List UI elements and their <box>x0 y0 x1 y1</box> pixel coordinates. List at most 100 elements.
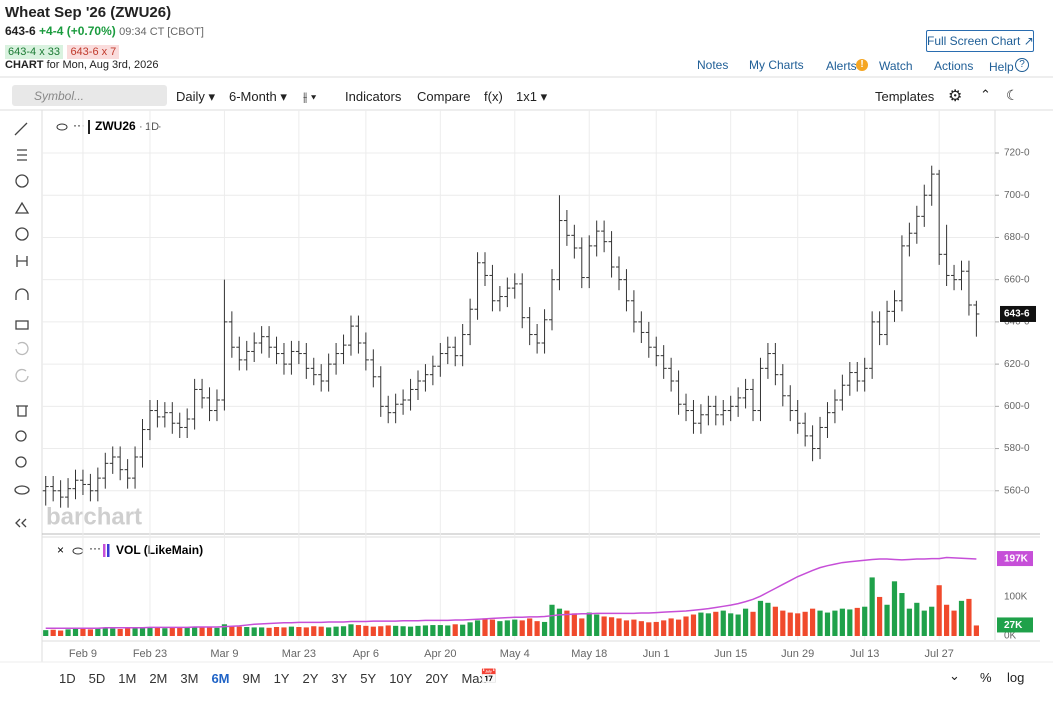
tool-arrow[interactable] <box>14 201 30 214</box>
price-change: +4-4 <box>39 24 64 38</box>
bar-type[interactable]: ⫲ ▾ <box>303 89 317 104</box>
tool-zoom-out[interactable] <box>15 456 27 468</box>
calendar-icon[interactable]: 📅 <box>480 668 498 684</box>
volume-bar <box>549 604 555 636</box>
layout-text[interactable]: 1x1 <box>516 89 537 104</box>
volume-bar <box>541 621 548 636</box>
collapse-tools[interactable] <box>15 518 27 528</box>
volume-bar <box>378 626 384 636</box>
y-tick-label: 680-0 <box>1004 232 1030 243</box>
volume-bar <box>661 620 667 636</box>
templates-button[interactable]: Templates <box>875 89 935 104</box>
percent-toggle[interactable]: % <box>980 670 992 685</box>
average-badge <box>997 551 1033 567</box>
tool-shape[interactable] <box>15 174 29 188</box>
menu-dots[interactable]: ··· <box>89 541 101 555</box>
tool-redo[interactable] <box>15 368 29 383</box>
tool-measure[interactable] <box>16 255 28 267</box>
help-icon[interactable]: ? <box>1015 58 1029 72</box>
volume-bar <box>899 593 905 636</box>
tool-lock[interactable] <box>15 320 29 330</box>
symbol-input[interactable]: Symbol... <box>12 85 167 106</box>
range-text[interactable]: 6-Month <box>229 89 277 104</box>
link-watch[interactable]: Watch <box>879 59 913 73</box>
period-bar: 1D 5D 1M 2M 3M 6M 9M 1Y 2Y 3Y 5Y 10Y 20Y Max <box>59 670 499 688</box>
period-button[interactable]: 6M <box>211 671 230 686</box>
theme-icon[interactable]: ☾ <box>1006 87 1019 103</box>
collapse-icon[interactable]: ⌃ <box>980 87 991 102</box>
volume-bar <box>169 627 175 636</box>
period-button[interactable]: 1M <box>118 671 137 686</box>
volume-bar <box>586 612 592 636</box>
volume-bar <box>921 610 927 636</box>
legend-swatch <box>103 544 106 557</box>
drawing-tools[interactable] <box>14 122 30 528</box>
log-toggle[interactable]: log <box>1007 670 1025 685</box>
volume-bar <box>631 619 637 636</box>
last-price-label: 643-6 <box>1004 309 1030 320</box>
close-icon[interactable]: × <box>57 543 64 557</box>
volume-bar <box>742 608 749 636</box>
volume-bar <box>229 626 235 636</box>
period-button[interactable]: 1D <box>59 671 76 686</box>
volume-bar <box>430 625 436 636</box>
tool-line[interactable] <box>14 122 28 136</box>
alert-icon[interactable]: ! <box>856 59 868 71</box>
link-my-charts[interactable]: My Charts <box>749 58 804 72</box>
bid: 643-4 x 33 <box>5 45 63 59</box>
full-screen-label[interactable]: Full Screen Chart <box>927 34 1021 48</box>
period-button[interactable]: 1Y <box>273 671 290 686</box>
expand-icon[interactable]: ⌄ <box>949 668 960 683</box>
period-button[interactable]: 9M <box>242 671 261 686</box>
tool-visibility[interactable] <box>14 485 30 495</box>
period-button[interactable]: Max <box>461 671 487 686</box>
volume-bar <box>393 625 399 636</box>
full-screen-button[interactable]: Full Screen Chart ↗ <box>926 30 1034 52</box>
interval-text[interactable]: Daily <box>176 89 205 104</box>
link-alerts[interactable]: Alerts <box>826 59 857 73</box>
period-button[interactable]: 3M <box>180 671 199 686</box>
range-select[interactable]: 6-Month ▾ <box>229 89 287 104</box>
tool-magnet[interactable] <box>15 288 29 300</box>
visibility-icon[interactable] <box>56 123 68 131</box>
link-help[interactable]: Help <box>989 60 1014 74</box>
volume-bar <box>363 625 369 636</box>
volume-bar <box>199 627 205 636</box>
volume-average-line <box>45 556 977 629</box>
volume-bar <box>705 613 711 636</box>
volume-bar <box>534 621 540 636</box>
separator-dot: · <box>139 121 143 133</box>
tool-zoom-in[interactable] <box>15 430 27 442</box>
volume-bar <box>221 624 228 636</box>
symbol-label: ZWU26 <box>95 119 136 133</box>
volume-bar <box>288 626 295 636</box>
volume-bar <box>474 620 481 636</box>
visibility-icon[interactable] <box>72 547 84 555</box>
tool-delete[interactable] <box>16 405 28 417</box>
period-button[interactable]: 2Y <box>302 671 319 686</box>
period-button[interactable]: 10Y <box>389 671 413 686</box>
layout-select[interactable]: 1x1 ▾ <box>516 89 548 104</box>
indicators-button[interactable]: Indicators <box>345 89 402 104</box>
period-button[interactable]: 3Y <box>331 671 348 686</box>
volume-bar <box>653 621 659 636</box>
volume-bar <box>281 627 287 636</box>
tool-fib[interactable] <box>17 149 27 161</box>
tool-undo[interactable] <box>15 341 29 356</box>
link-notes[interactable]: Notes <box>697 58 729 72</box>
link-actions[interactable]: Actions <box>934 59 974 73</box>
volume-bar <box>929 606 935 636</box>
volume-bar <box>735 614 741 636</box>
compare-button[interactable]: Compare <box>417 89 471 104</box>
period-button[interactable]: 5D <box>88 671 106 686</box>
menu-dots[interactable]: ··· <box>73 118 85 132</box>
period-button[interactable]: 2M <box>149 671 168 686</box>
interval-select[interactable]: Daily ▾ <box>176 89 216 104</box>
settings-icon[interactable]: ⚙ <box>948 88 963 105</box>
period-button[interactable]: 5Y <box>360 671 377 686</box>
period-button[interactable]: 20Y <box>425 671 449 686</box>
volume-bar <box>326 627 332 636</box>
volume-bar <box>80 628 86 636</box>
fx-button[interactable]: f(x) <box>484 89 503 104</box>
tool-note[interactable] <box>15 227 29 241</box>
